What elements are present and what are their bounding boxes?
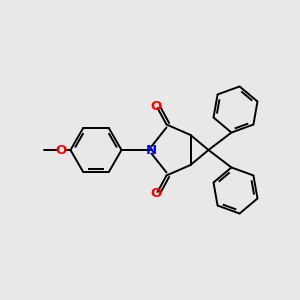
Text: O: O <box>150 187 162 200</box>
Text: O: O <box>56 143 67 157</box>
Text: O: O <box>150 100 162 113</box>
Text: N: N <box>146 143 157 157</box>
